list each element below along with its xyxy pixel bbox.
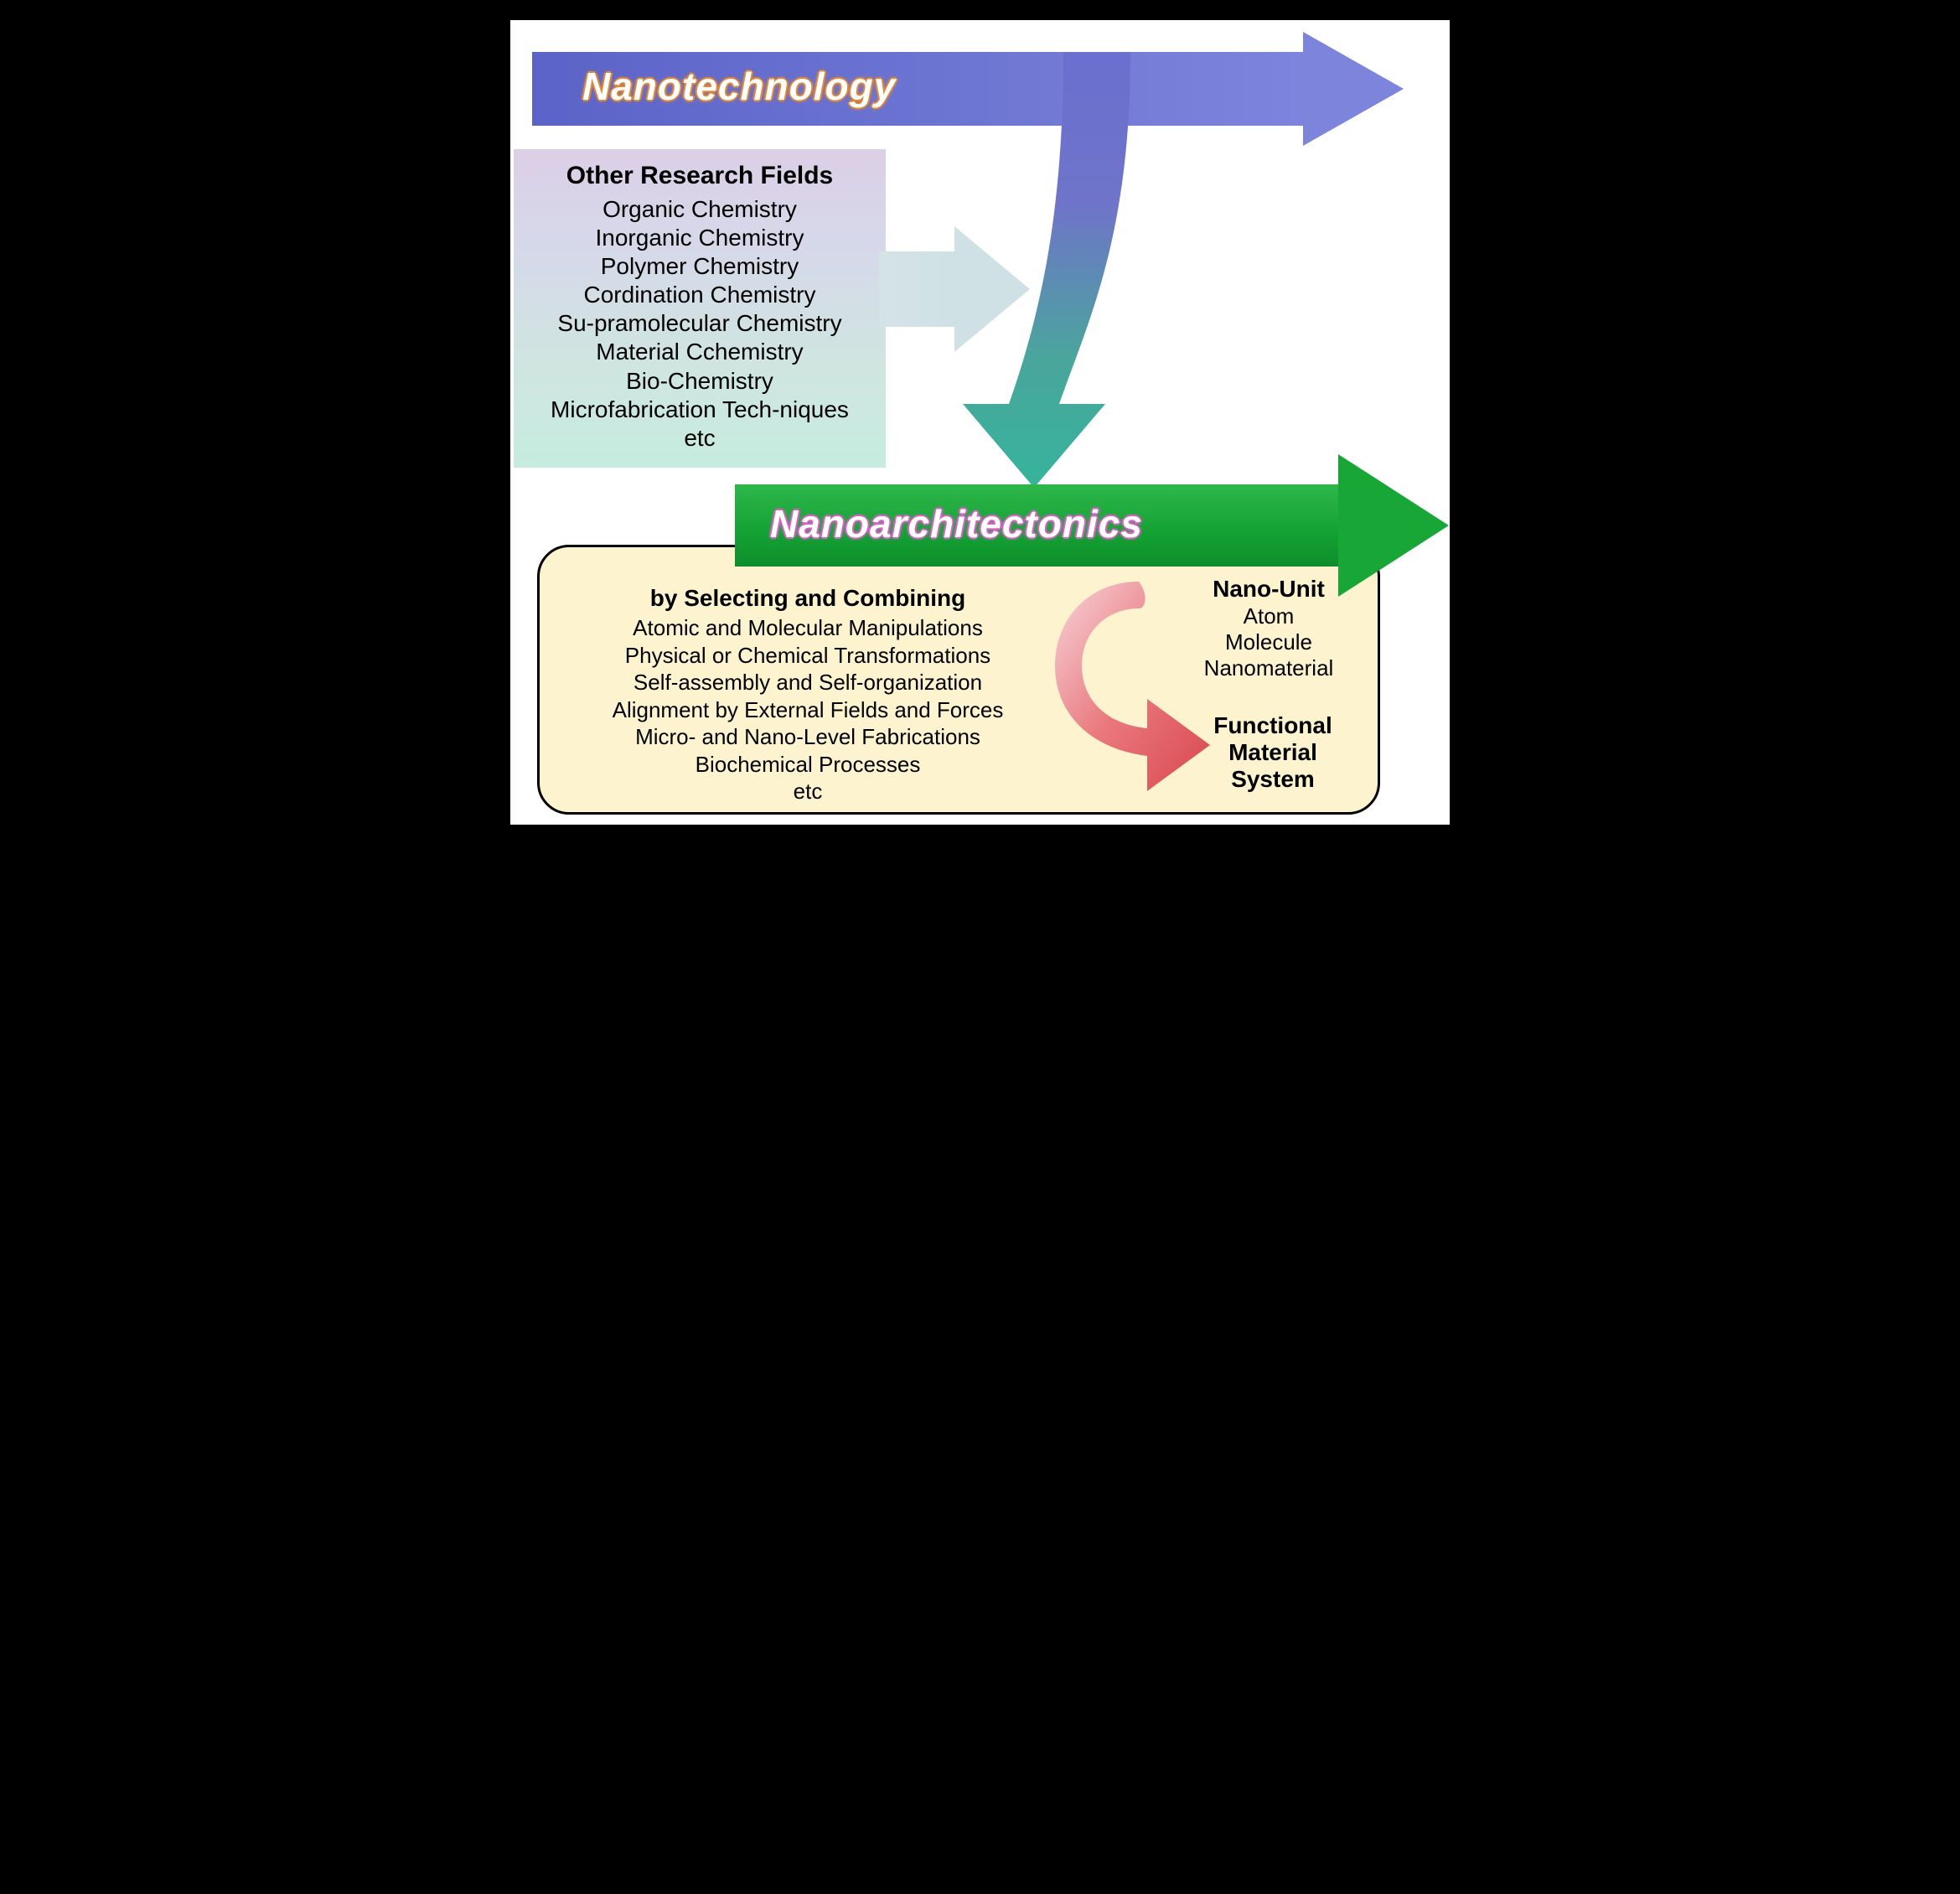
research-fields-item: Su-pramolecular Chemistry: [524, 309, 876, 338]
selecting-combining-item: Biochemical Processes: [561, 751, 1055, 779]
nanotech-arrow-head: [1303, 32, 1404, 146]
research-fields-item: Polymer Chemistry: [524, 252, 876, 281]
research-fields-item: etc: [524, 424, 876, 453]
diagram-stage: Nanotechnology Other Research Fields Org…: [490, 0, 1470, 947]
nano-unit-heading: Nano-Unit: [1172, 575, 1365, 603]
research-fields-item: Organic Chemistry: [524, 195, 876, 224]
selecting-combining-box: by Selecting and Combining Atomic and Mo…: [561, 583, 1055, 805]
research-fields-item: Cordination Chemistry: [524, 281, 876, 309]
functional-line: System: [1181, 766, 1365, 793]
functional-material-system-label: Functional Material System: [1181, 712, 1365, 794]
selecting-combining-item: Alignment by External Fields and Forces: [561, 696, 1055, 724]
research-fields-item: Microfabrication Tech-niques: [524, 396, 876, 424]
nano-unit-item: Atom: [1172, 603, 1365, 629]
research-fields-box: Other Research Fields Organic Chemistry …: [514, 149, 886, 468]
selecting-combining-item: Physical or Chemical Transformations: [561, 642, 1055, 670]
research-fields-item: Inorganic Chemistry: [524, 224, 876, 252]
research-fields-item: Bio-Chemistry: [524, 367, 876, 396]
research-fields-item: Material Cchemistry: [524, 338, 876, 366]
nanotech-arrow-label: Nanotechnology: [582, 64, 896, 109]
selecting-combining-item: Atomic and Molecular Manipulations: [561, 614, 1055, 642]
functional-line: Material: [1181, 739, 1365, 766]
nano-unit-box: Nano-Unit Atom Molecule Nanomaterial: [1172, 575, 1365, 681]
nano-unit-item: Nanomaterial: [1172, 655, 1365, 681]
nano-unit-item: Molecule: [1172, 629, 1365, 655]
research-fields-heading: Other Research Fields: [524, 161, 876, 192]
nanotech-down-arrow-icon: [963, 52, 1164, 488]
selecting-combining-item: etc: [561, 778, 1055, 805]
nanoarch-arrow-label: Nanoarchitectonics: [770, 501, 1143, 546]
selecting-combining-heading: by Selecting and Combining: [561, 583, 1055, 613]
diagram-canvas: Nanotechnology Other Research Fields Org…: [510, 20, 1450, 825]
research-to-center-arrow-bar: [879, 251, 954, 327]
functional-line: Functional: [1181, 712, 1365, 739]
selecting-combining-item: Self-assembly and Self-organization: [561, 669, 1055, 696]
selecting-combining-item: Micro- and Nano-Level Fabrications: [561, 723, 1055, 751]
